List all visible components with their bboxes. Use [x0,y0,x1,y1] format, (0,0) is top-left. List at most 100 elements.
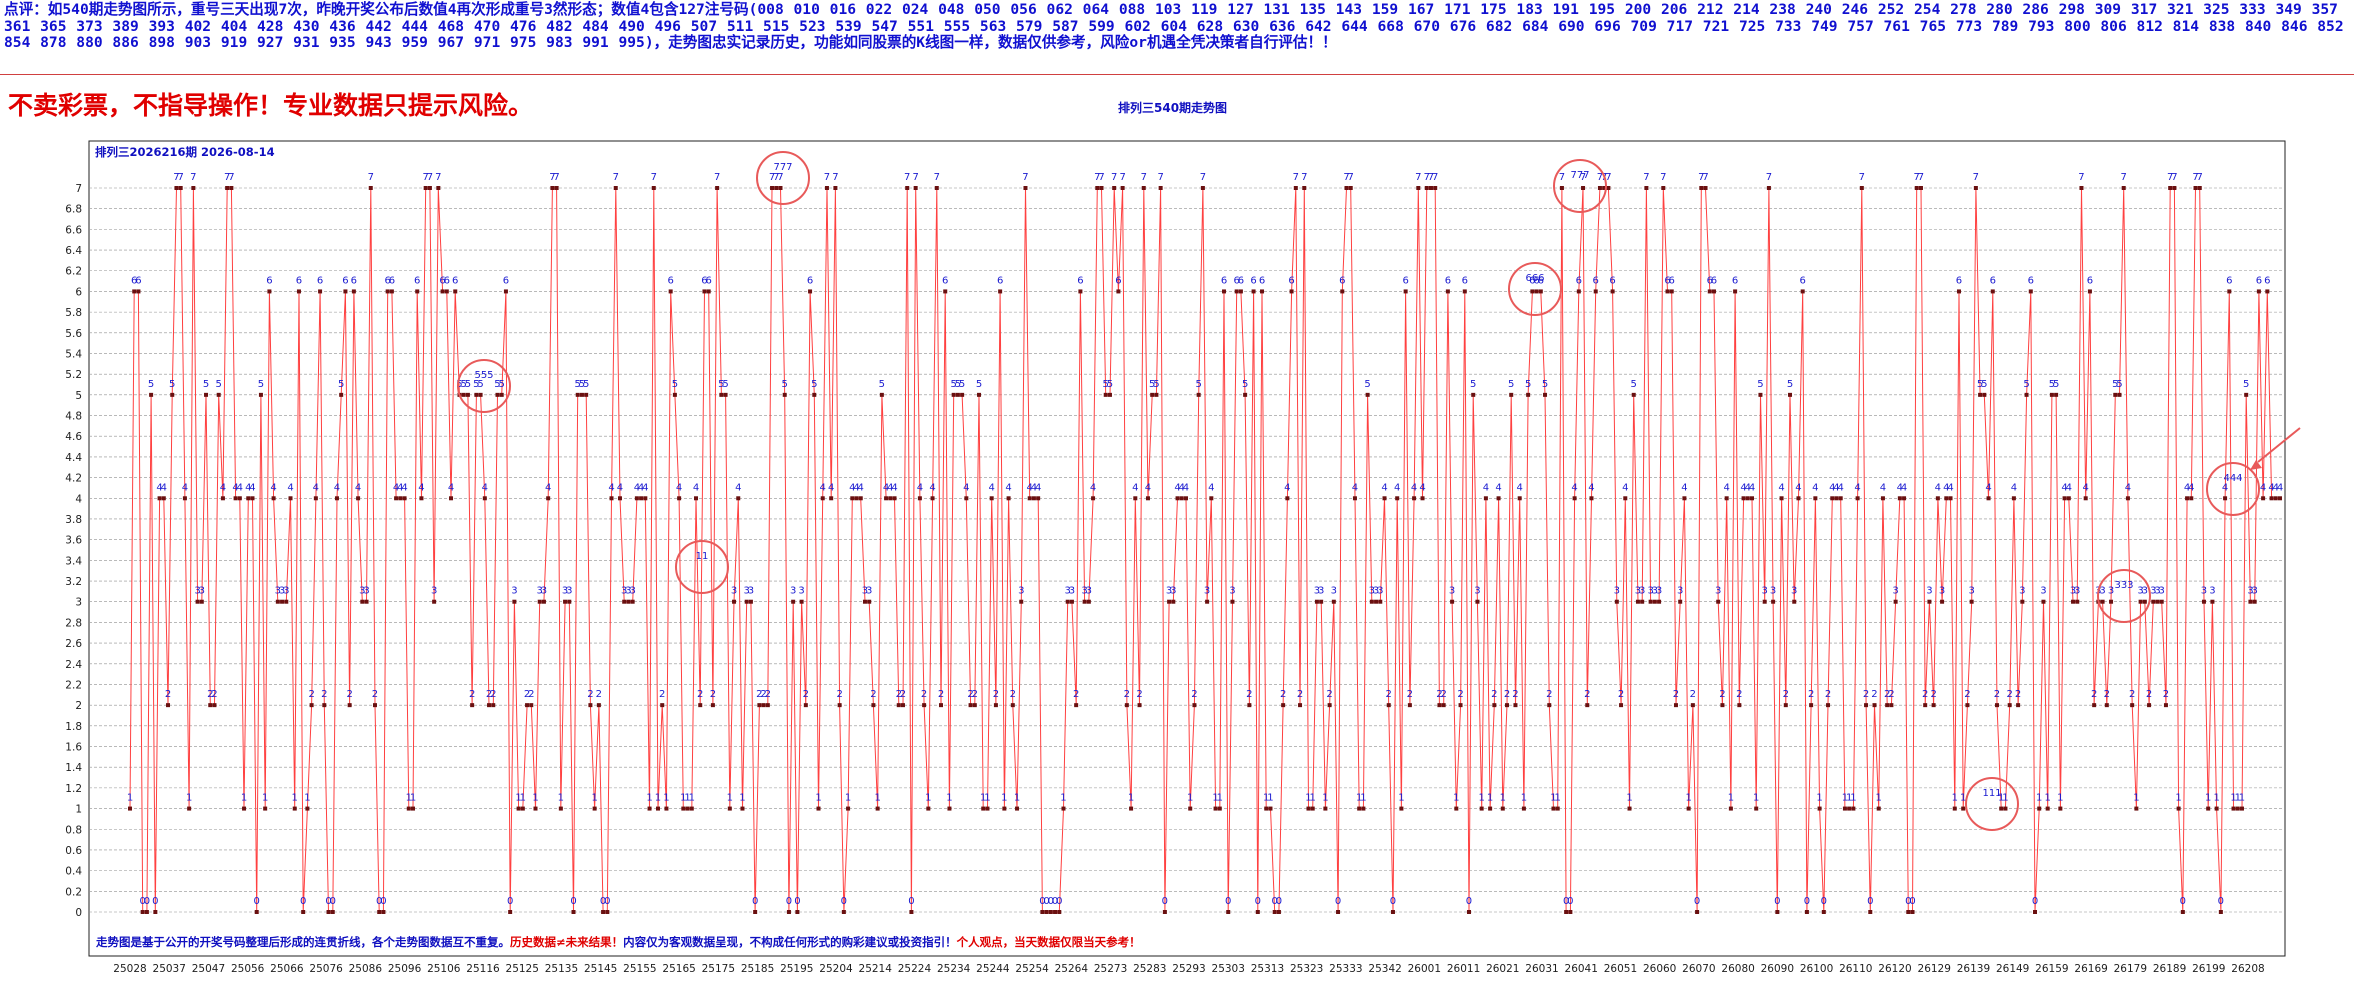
data-point [1893,599,1898,604]
highlight-label: 333 [2114,580,2133,591]
y-tick-label: 3 [75,597,82,609]
data-label: 3 [1926,586,1932,597]
data-label: 3 [194,586,200,597]
data-point [2244,392,2249,397]
data-label: 4 [1795,482,1801,493]
data-point [503,289,508,294]
data-point [1074,703,1079,708]
data-point [1775,910,1780,914]
data-point [2117,392,2122,397]
highlight-circle [756,151,810,205]
y-tick-label: 1.8 [65,721,82,733]
data-point [1483,496,1488,501]
y-tick-label: 6.2 [65,266,82,278]
data-label: 5 [718,379,724,390]
data-point [1817,806,1822,811]
data-point [1597,186,1602,190]
data-label: 6 [1669,275,1675,286]
data-point [1213,806,1218,811]
data-label: 4 [1394,482,1400,493]
data-point [2214,806,2219,811]
data-point [402,496,407,501]
data-label: 0 [254,896,260,907]
data-label: 0 [604,896,610,907]
data-label: 4 [1943,482,1949,493]
data-point [1378,599,1383,604]
data-label: 1 [2230,793,2236,804]
plot-frame [88,140,2286,957]
data-label: 3 [2247,586,2253,597]
data-label: 1 [1555,793,1561,804]
data-label: 4 [1681,482,1687,493]
data-point [1150,392,1155,397]
data-label: 4 [617,482,623,493]
data-label: 0 [1225,896,1231,907]
data-labels: 1660050442577417335225477441440516433341… [127,172,2283,907]
data-label: 3 [1635,586,1641,597]
data-label: 4 [1174,482,1180,493]
data-point [778,186,783,190]
data-label: 4 [287,482,293,493]
data-point [2172,186,2177,190]
y-tick-label: 1.6 [65,742,82,754]
data-point [1517,496,1522,501]
data-label: 5 [216,379,222,390]
data-point [710,703,715,708]
data-label: 1 [262,793,268,804]
data-label: 0 [325,896,331,907]
data-label: 4 [1880,482,1886,493]
data-point [411,806,416,811]
data-label: 3 [1377,586,1383,597]
data-label: 5 [456,379,462,390]
data-label: 1 [1876,793,1882,804]
data-point [2159,599,2164,604]
data-label: 3 [279,586,285,597]
data-point [1268,806,1273,811]
data-label: 5 [461,379,467,390]
data-label: 7 [1141,172,1147,183]
data-label: 2 [972,689,978,700]
data-point [955,392,960,397]
data-label: 3 [1715,586,1721,597]
data-point [753,910,758,914]
data-label: 2 [1719,689,1725,700]
data-label: 5 [575,379,581,390]
data-point [305,806,310,811]
data-label: 6 [1664,275,1670,286]
data-point [356,496,361,501]
data-label: 0 [1272,896,1278,907]
data-point [1424,186,1429,190]
data-label: 4 [161,482,167,493]
data-point [1002,806,1007,811]
data-point [432,599,437,604]
data-point [1065,599,1070,604]
data-point [537,599,542,604]
data-point [2168,186,2173,190]
data-point [972,703,977,708]
data-point [672,392,677,397]
data-point [1336,910,1341,914]
data-label: 2 [346,689,352,700]
data-label: 2 [1407,689,1413,700]
data-label: 6 [1115,275,1121,286]
data-label: 5 [465,379,471,390]
data-point [622,599,627,604]
data-point [381,910,386,914]
data-point [1171,599,1176,604]
data-label: 6 [414,275,420,286]
data-label: 7 [2171,172,2177,183]
x-tick-label: 25165 [662,963,695,975]
data-label: 2 [1436,689,1442,700]
data-label: 5 [959,379,965,390]
data-point [2113,392,2118,397]
data-point [1969,599,1974,604]
data-label: 4 [270,482,276,493]
data-point [2134,806,2139,811]
data-point [1264,806,1269,811]
warning-text: 不卖彩票，不指导操作！专业数据只提示风险。 [8,91,534,120]
data-point [533,806,538,811]
data-point [2278,496,2282,501]
data-point [1116,289,1121,294]
data-label: 3 [1791,586,1797,597]
x-tick-label: 25175 [702,963,735,975]
